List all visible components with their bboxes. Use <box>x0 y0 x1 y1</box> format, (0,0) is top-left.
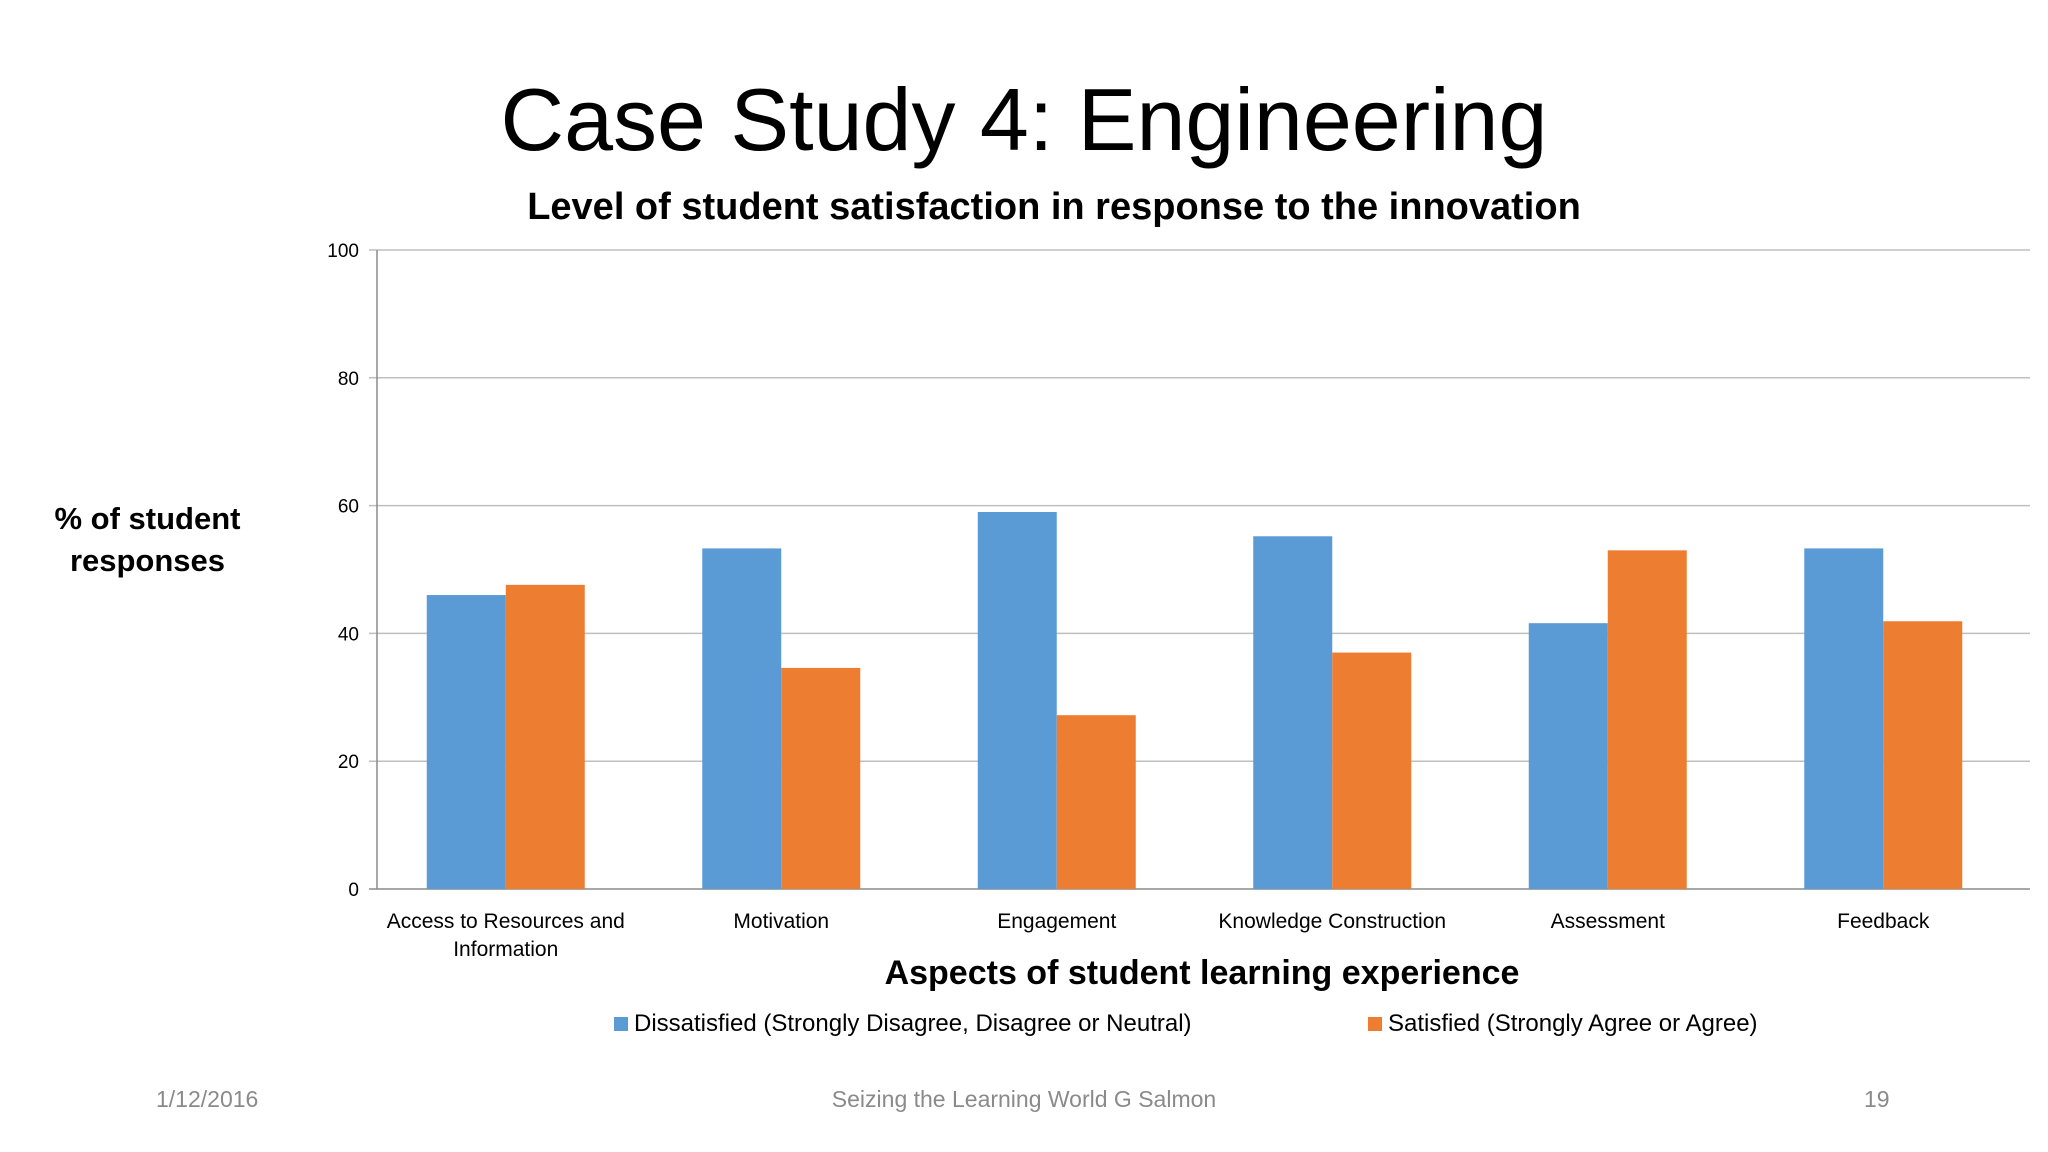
footer-center-text: Seizing the Learning World G Salmon <box>831 1086 1217 1112</box>
y-tick-label: 80 <box>338 369 359 390</box>
y-tick-label: 100 <box>327 241 359 262</box>
y-tick-label: 60 <box>338 497 359 518</box>
y-tick-label: 40 <box>338 624 359 645</box>
bar-dissatisfied <box>702 548 782 889</box>
legend-swatch-dissatisfied <box>614 1017 628 1031</box>
x-axis-label: Aspects of student learning experience <box>884 954 1520 992</box>
chart-title: Level of student satisfaction in respons… <box>527 186 1581 228</box>
bar-satisfied <box>505 584 585 889</box>
bar-satisfied <box>1883 621 1963 889</box>
legend-item-satisfied: Satisfied (Strongly Agree or Agree) <box>1368 1010 1758 1038</box>
legend-item-dissatisfied: Dissatisfied (Strongly Disagree, Disagre… <box>614 1010 1192 1038</box>
bar-dissatisfied <box>977 511 1057 889</box>
x-tick-label: Knowledge Construction <box>1218 910 1446 933</box>
x-tick-label: Access to Resources and Information <box>387 910 625 961</box>
bar-dissatisfied <box>1804 548 1884 889</box>
bar-satisfied <box>1056 715 1136 889</box>
y-tick-label: 0 <box>348 880 359 901</box>
x-tick-label: Assessment <box>1551 910 1666 933</box>
bar-satisfied <box>1607 550 1687 889</box>
slide-number: 19 <box>1864 1086 1890 1112</box>
bar-dissatisfied <box>1253 536 1333 889</box>
legend-label-satisfied: Satisfied (Strongly Agree or Agree) <box>1388 1010 1758 1037</box>
bar-satisfied <box>781 667 861 889</box>
x-tick-label: Engagement <box>997 910 1116 933</box>
x-tick-label: Motivation <box>733 910 829 933</box>
legend-swatch-satisfied <box>1368 1017 1382 1031</box>
bar-dissatisfied <box>1528 623 1608 889</box>
footer-date: 1/12/2016 <box>156 1086 259 1112</box>
y-tick-label: 20 <box>338 752 359 773</box>
y-axis-label: % of student responses <box>54 501 241 578</box>
legend-label-dissatisfied: Dissatisfied (Strongly Disagree, Disagre… <box>634 1010 1192 1037</box>
bar-satisfied <box>1332 652 1412 889</box>
bar-dissatisfied <box>426 595 506 889</box>
x-tick-label: Feedback <box>1837 910 1930 933</box>
slide-title: Case Study 4: Engineering <box>500 70 1548 169</box>
